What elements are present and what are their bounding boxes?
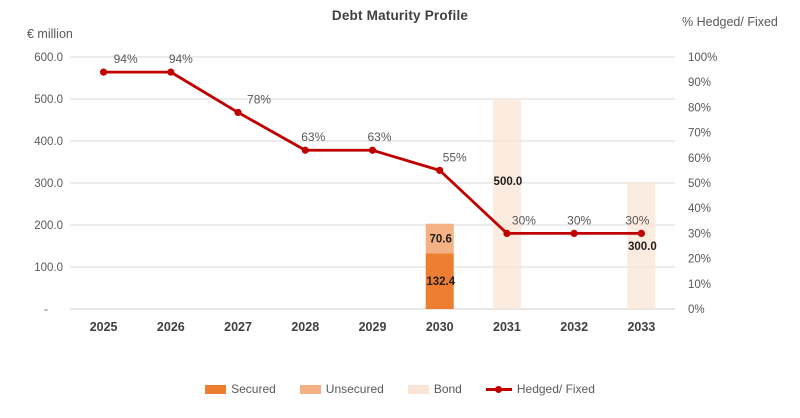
line-point-label: 30% (567, 213, 591, 227)
bar-data-label: 132.4 (426, 276, 455, 288)
left-axis-tick-label: 300.0 (34, 178, 63, 190)
right-axis-tick-label: 80% (688, 102, 711, 114)
bar-data-label: 70.6 (430, 234, 452, 246)
left-axis-tick-label: - (44, 304, 48, 316)
right-axis-tick-label: 100% (688, 52, 717, 64)
chart-legend: Secured Unsecured Bond Hedged/ Fixed (0, 382, 800, 396)
line-point-marker (637, 229, 645, 237)
legend-swatch (205, 384, 227, 394)
line-point-marker (301, 146, 309, 154)
left-axis-tick-label: 200.0 (34, 220, 63, 232)
bar-data-label: 500.0 (494, 176, 523, 188)
line-point-marker (570, 229, 578, 237)
left-axis-unit-label: € million (27, 27, 73, 41)
line-point-marker (368, 146, 377, 154)
right-axis-tick-label: 10% (688, 279, 711, 291)
line-point-label: 55% (443, 150, 467, 164)
line-point-label: 63% (301, 130, 325, 144)
bar-data-label: 300.0 (628, 241, 657, 253)
legend-swatch (407, 384, 429, 394)
x-axis-label: 2029 (359, 320, 387, 334)
left-axis-tick-label: 400.0 (34, 136, 63, 148)
right-axis-tick-label: 20% (688, 254, 711, 266)
legend-item-unsecured: Unsecured (299, 382, 384, 396)
right-axis-tick-label: 70% (688, 128, 711, 140)
right-axis-unit-label: % Hedged/ Fixed (682, 15, 778, 29)
right-axis-tick-label: 60% (688, 153, 711, 165)
line-point-marker (100, 68, 108, 76)
left-axis-tick-label: 100.0 (34, 262, 63, 274)
right-axis-tick-label: 90% (688, 77, 711, 89)
left-axis-tick-label: 500.0 (34, 94, 63, 106)
line-point-label: 30% (512, 213, 536, 227)
right-axis-tick-label: 0% (688, 304, 705, 316)
legend-item-hedged-fixed: Hedged/ Fixed (485, 382, 595, 396)
bar-segment-bond (492, 99, 521, 309)
line-point-label: 63% (367, 130, 391, 144)
legend-swatch (299, 384, 321, 394)
line-point-marker (167, 68, 175, 76)
x-axis-label: 2025 (90, 320, 118, 334)
right-axis-tick-label: 50% (688, 178, 711, 190)
legend-item-secured: Secured (205, 382, 276, 396)
x-axis-label: 2028 (291, 320, 319, 334)
x-axis-label: 2032 (560, 320, 588, 334)
bar-segment-secured (425, 253, 454, 309)
line-point-label: 78% (247, 92, 271, 106)
left-axis-tick-label: 600.0 (34, 52, 63, 64)
x-axis-label: 2033 (627, 320, 655, 334)
x-axis-label: 2030 (426, 320, 454, 334)
bar-segment-unsecured (425, 223, 454, 254)
x-axis-label: 2031 (493, 320, 521, 334)
legend-label: Secured (231, 382, 276, 396)
x-axis-label: 2026 (157, 320, 185, 334)
line-point-marker (503, 229, 511, 237)
legend-line-dot (494, 385, 502, 393)
x-axis-label: 2027 (224, 320, 252, 334)
line-point-marker (234, 108, 242, 117)
right-axis-tick-label: 40% (688, 203, 711, 215)
line-point-label: 94% (114, 52, 138, 66)
legend-label: Unsecured (325, 382, 384, 396)
legend-label: Hedged/ Fixed (516, 382, 595, 396)
line-point-label: 94% (169, 52, 193, 66)
legend-item-bond: Bond (407, 382, 462, 396)
bar-segment-bond (627, 183, 656, 309)
legend-label: Bond (433, 382, 462, 396)
legend-line-marker (485, 385, 512, 394)
line-point-marker (436, 166, 444, 174)
line-point-label: 30% (625, 213, 649, 227)
right-axis-tick-label: 30% (688, 228, 711, 240)
chart-title: Debt Maturity Profile (331, 8, 469, 23)
